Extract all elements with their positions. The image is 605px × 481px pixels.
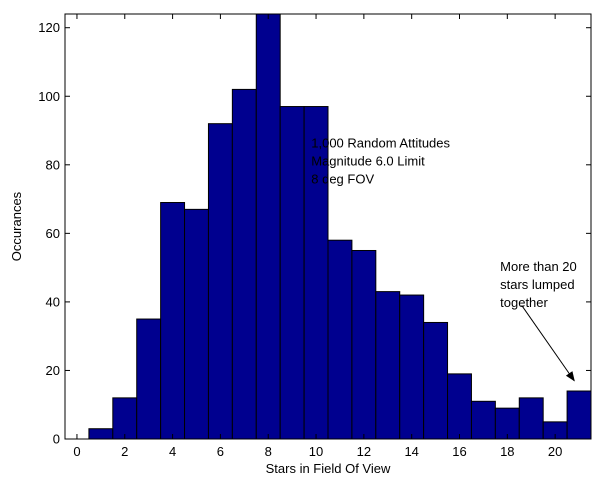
bar-1 bbox=[88, 428, 114, 440]
x-tick-label-12: 12 bbox=[357, 444, 371, 459]
bar-19 bbox=[518, 397, 544, 440]
bar-17 bbox=[470, 400, 496, 440]
bar-2 bbox=[112, 397, 138, 440]
bar-13 bbox=[375, 291, 401, 440]
annotation-info-line-0: 1,000 Random Attitudes bbox=[311, 136, 450, 151]
bar-8 bbox=[255, 13, 281, 440]
annotation-info-line-2: 8 deg FOV bbox=[311, 172, 374, 187]
x-axis-label: Stars in Field Of View bbox=[266, 461, 391, 476]
bar-7 bbox=[231, 88, 257, 440]
bar-5 bbox=[184, 208, 209, 440]
annotation-info-line-1: Magnitude 6.0 Limit bbox=[311, 154, 425, 169]
x-tick-label-2: 2 bbox=[121, 444, 128, 459]
y-tick-label-40: 40 bbox=[46, 294, 60, 309]
bar-11 bbox=[327, 239, 353, 440]
x-tick-label-14: 14 bbox=[404, 444, 418, 459]
x-tick-label-20: 20 bbox=[548, 444, 562, 459]
annotation-lumped-line-1: stars lumped bbox=[500, 277, 574, 292]
plot-frame bbox=[64, 13, 592, 440]
bars-group bbox=[88, 13, 592, 440]
annotation-arrow-lumped bbox=[521, 305, 575, 382]
y-tick-label-60: 60 bbox=[46, 226, 60, 241]
bar-12 bbox=[351, 249, 377, 440]
x-tick-label-10: 10 bbox=[309, 444, 323, 459]
bar-3 bbox=[136, 318, 162, 440]
bar-21 bbox=[566, 390, 592, 440]
x-tick-label-6: 6 bbox=[217, 444, 224, 459]
bar-4 bbox=[160, 202, 186, 440]
annotation-info: 1,000 Random Attitudes Magnitude 6.0 Limi… bbox=[311, 136, 450, 187]
bar-15 bbox=[423, 321, 449, 440]
y-tick-label-80: 80 bbox=[46, 157, 60, 172]
annotations-group: 1,000 Random Attitudes Magnitude 6.0 Limi… bbox=[311, 136, 577, 382]
annotation-lumped-line-2: together bbox=[500, 295, 548, 310]
y-tick-label-0: 0 bbox=[53, 432, 60, 447]
annotation-lumped: More than 20 stars lumped together bbox=[500, 259, 577, 310]
x-tick-label-18: 18 bbox=[500, 444, 514, 459]
x-tick-label-16: 16 bbox=[452, 444, 466, 459]
y-axis-label: Occurances bbox=[9, 191, 24, 261]
bar-9 bbox=[279, 106, 305, 440]
x-tick-label-0: 0 bbox=[73, 444, 80, 459]
y-tick-label-20: 20 bbox=[46, 363, 60, 378]
x-tick-label-4: 4 bbox=[169, 444, 176, 459]
bar-6 bbox=[207, 123, 233, 440]
x-tick-label-8: 8 bbox=[265, 444, 272, 459]
y-tick-label-120: 120 bbox=[38, 20, 60, 35]
y-tick-label-100: 100 bbox=[38, 89, 60, 104]
annotation-lumped-line-0: More than 20 bbox=[500, 259, 577, 274]
axes-group: 0 2 4 6 8 10 12 14 16 18 20 0 20 40 60 80 100 120 bbox=[38, 13, 592, 459]
bar-16 bbox=[447, 373, 472, 440]
bar-14 bbox=[399, 294, 425, 440]
